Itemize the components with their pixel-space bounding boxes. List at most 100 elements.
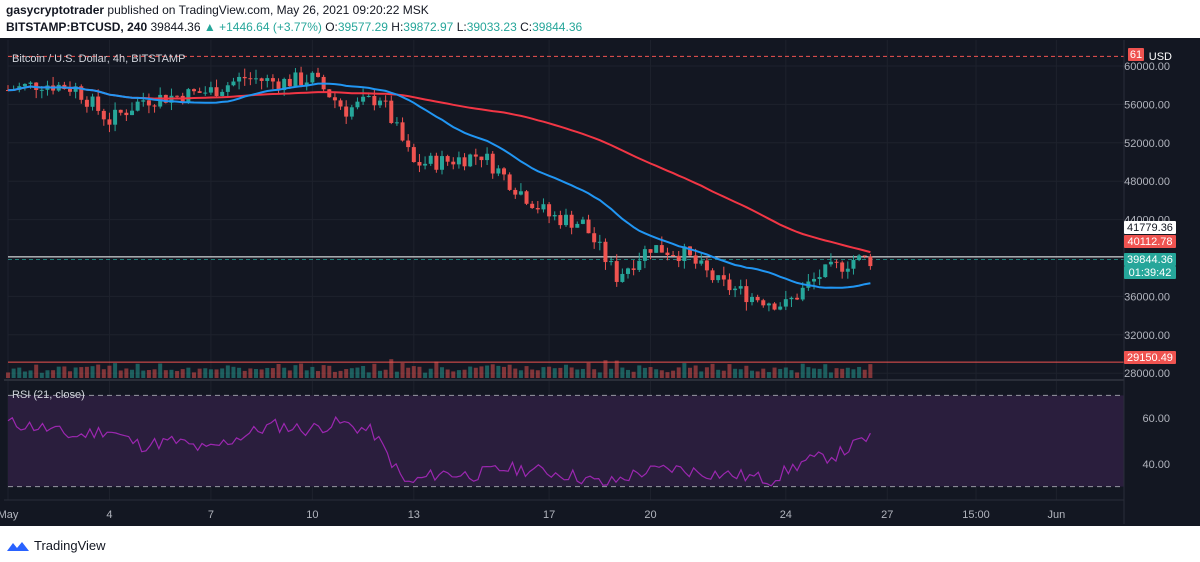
price-tick-label: 60000.00 [1124, 61, 1170, 73]
volume-bar [11, 368, 16, 378]
candle-body [124, 112, 129, 116]
volume-bar [304, 370, 309, 378]
candle-body [152, 105, 157, 107]
candle-body [411, 147, 416, 163]
candle-body [761, 300, 766, 306]
volume-bar [248, 368, 253, 378]
volume-bar [535, 370, 540, 378]
candle-body [564, 214, 568, 226]
currency-label: USD [1149, 51, 1172, 63]
volume-bar [614, 360, 619, 378]
volume-bar [366, 372, 371, 378]
volume-bar [654, 369, 659, 378]
volume-bar [766, 372, 771, 378]
candle-body [614, 261, 619, 282]
volume-bar [141, 370, 146, 378]
rsi-axis[interactable]: 60.00 40.00 [1142, 413, 1170, 471]
rsi-tick-label: 40.00 [1142, 459, 1170, 471]
volume-bar [270, 368, 275, 378]
tradingview-logo[interactable]: TradingView [6, 538, 106, 553]
candle-body [716, 275, 721, 281]
candle-body [490, 153, 495, 174]
volume-bar [631, 371, 636, 378]
volume-bar [733, 368, 738, 378]
volume-bar [423, 372, 428, 378]
candle-body [332, 97, 337, 101]
candle-body [845, 268, 850, 272]
time-axis[interactable]: May 4 7 10 13 17 20 24 27 15:00 Jun [0, 509, 1065, 521]
time-tick-label: 13 [408, 509, 420, 521]
candle-body [197, 91, 202, 93]
candle-body [586, 219, 591, 234]
volume-bar [400, 363, 405, 378]
volume-bar [107, 365, 112, 378]
horizontal-levels [8, 55, 1124, 363]
volume-bar [383, 369, 388, 378]
candle-body [400, 122, 405, 141]
volume-bar [169, 369, 174, 378]
price-axis[interactable]: 60000.0056000.0052000.0048000.0044000.00… [1124, 51, 1172, 380]
volume-bar [569, 367, 574, 378]
close-label: C: [520, 20, 533, 34]
volume-bar [840, 368, 845, 378]
volume-bar [242, 370, 247, 378]
time-tick-label: 15:00 [962, 509, 990, 521]
volume-bar [372, 363, 377, 378]
candle-body [349, 107, 354, 117]
candle-body [310, 72, 315, 83]
candle-body [558, 215, 563, 226]
volume-bar [789, 370, 794, 378]
volume-bar [823, 364, 828, 378]
volume-bar [524, 366, 529, 378]
volume-bar [575, 369, 580, 378]
candle-body [242, 76, 247, 79]
candle-body [107, 119, 112, 125]
time-tick-label: 27 [881, 509, 893, 521]
low-label: L: [456, 20, 467, 34]
volume-bar [485, 365, 490, 378]
author-name[interactable]: gasycryptotrader [6, 3, 105, 17]
volume-bar [332, 371, 337, 378]
candle-body [254, 78, 258, 80]
candle-body [671, 255, 676, 257]
volume-bar [456, 370, 461, 378]
price-chart[interactable]: 60000.0056000.0052000.0048000.0044000.00… [0, 38, 1200, 526]
candle-body [778, 306, 783, 310]
candle-body [428, 155, 433, 164]
volume-bar [603, 360, 608, 378]
candle-body [637, 260, 642, 270]
price-tick-label: 48000.00 [1124, 176, 1170, 188]
volume-bar [620, 367, 625, 378]
volume-bar [750, 370, 754, 378]
volume-bar [434, 361, 439, 378]
volume-bar [45, 370, 50, 378]
volume-bar [214, 369, 219, 378]
price-label-box [1124, 235, 1176, 248]
candle-body [485, 153, 490, 161]
candle-body [789, 297, 794, 300]
volume-bar [22, 371, 27, 378]
candle-body [727, 279, 732, 291]
price-label-box [1128, 48, 1144, 61]
candle-body [265, 78, 270, 81]
candle-body [823, 264, 828, 278]
candle-body [231, 81, 236, 86]
candle-body [423, 163, 428, 166]
candle-body [135, 101, 140, 111]
volume-bar [135, 363, 140, 378]
candle-body [451, 161, 456, 165]
volume-bar [828, 372, 833, 378]
time-tick-label: 24 [780, 509, 792, 521]
chart-frame[interactable]: 60000.00 56000.00 52000.00 48000.00 44000.00… [0, 38, 1200, 526]
volume-bar [113, 363, 118, 378]
volume-bar [778, 368, 783, 378]
candle-body [208, 87, 213, 93]
candle-body [434, 155, 439, 170]
volume-bar [175, 371, 180, 378]
candle-body [541, 204, 546, 210]
candle-body [755, 296, 760, 301]
candle-body [406, 140, 411, 148]
candle-body [620, 273, 625, 282]
volume-bar [73, 367, 78, 378]
candle-body [378, 100, 382, 106]
